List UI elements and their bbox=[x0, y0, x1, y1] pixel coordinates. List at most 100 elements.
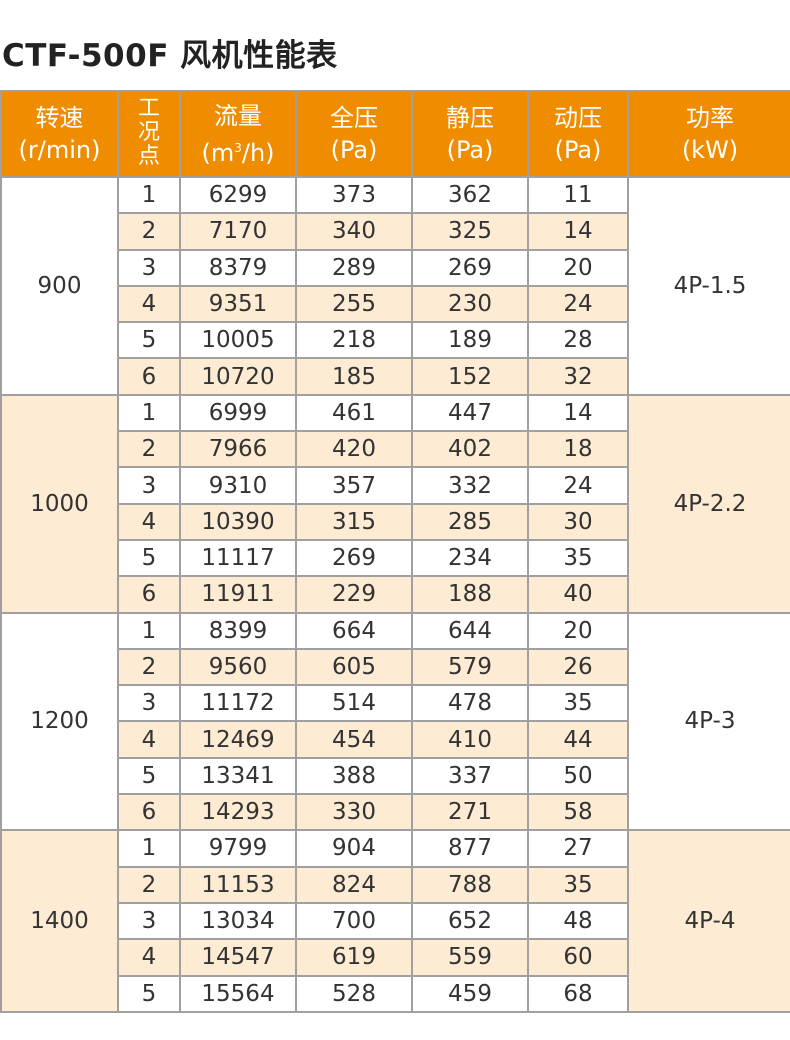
column-header: 功率 (kW) bbox=[627, 90, 790, 178]
column-header: 全压 (Pa) bbox=[295, 90, 413, 178]
static-pressure-cell: 447 bbox=[411, 393, 529, 433]
point-cell: 3 bbox=[117, 901, 181, 941]
dynamic-pressure-cell: 44 bbox=[527, 720, 629, 759]
header-label: 静压 bbox=[446, 104, 494, 132]
dynamic-pressure-cell: 18 bbox=[527, 430, 629, 469]
dynamic-pressure-cell: 30 bbox=[527, 502, 629, 541]
static-pressure-cell: 402 bbox=[411, 430, 529, 469]
power-cell: 4P-4 bbox=[627, 829, 790, 1013]
fan-performance-table: 转速 (r/min) 工况点 流量 (m3/h) 全压 (Pa) 静压 (Pa) 动压 (Pa) 功率… bbox=[0, 90, 790, 1013]
static-pressure-cell: 188 bbox=[411, 575, 529, 614]
point-cell: 5 bbox=[117, 756, 181, 796]
speed-cell: 1000 bbox=[0, 393, 119, 614]
total-pressure-cell: 664 bbox=[295, 611, 413, 650]
dynamic-pressure-cell: 35 bbox=[527, 684, 629, 723]
total-pressure-cell: 700 bbox=[295, 901, 413, 941]
point-cell: 4 bbox=[117, 502, 181, 541]
table-row: 2 7170 340 325 14 bbox=[1, 212, 790, 251]
total-pressure-cell: 255 bbox=[295, 284, 413, 324]
table-row: 4 10390 315 285 30 bbox=[1, 502, 790, 541]
dynamic-pressure-cell: 24 bbox=[527, 466, 629, 505]
point-cell: 4 bbox=[117, 938, 181, 977]
header-unit: (Pa) bbox=[554, 136, 602, 164]
header-label: 转速 bbox=[35, 104, 84, 132]
static-pressure-cell: 788 bbox=[411, 865, 529, 904]
dynamic-pressure-cell: 32 bbox=[527, 357, 629, 396]
table-row: 6 14293 330 271 58 bbox=[1, 793, 790, 832]
table-row: 900 1 6299 373 362 11 4P-1.5 bbox=[0, 175, 790, 396]
speed-cell: 1200 bbox=[0, 611, 119, 832]
point-cell: 4 bbox=[117, 284, 181, 324]
total-pressure-cell: 420 bbox=[295, 430, 413, 469]
header-unit: (r/min) bbox=[18, 136, 101, 164]
dynamic-pressure-cell: 35 bbox=[527, 865, 629, 904]
static-pressure-cell: 459 bbox=[411, 974, 529, 1013]
static-pressure-cell: 579 bbox=[411, 647, 529, 687]
table-row: 2 7966 420 402 18 bbox=[1, 430, 790, 469]
point-cell: 1 bbox=[117, 393, 181, 433]
table-row: 2 11153 824 788 35 bbox=[1, 865, 790, 904]
flow-cell: 14547 bbox=[179, 938, 297, 977]
total-pressure-cell: 619 bbox=[295, 938, 413, 977]
point-cell: 1 bbox=[117, 829, 181, 868]
flow-cell: 8399 bbox=[179, 611, 297, 650]
flow-cell: 14293 bbox=[179, 793, 297, 832]
header-unit: (Pa) bbox=[446, 136, 494, 164]
flow-cell: 11153 bbox=[179, 865, 297, 904]
flow-cell: 10720 bbox=[179, 357, 297, 396]
table-header-row: 转速 (r/min) 工况点 流量 (m3/h) 全压 (Pa) 静压 (Pa) 动压 (Pa) 功率… bbox=[0, 90, 790, 178]
flow-cell: 10005 bbox=[179, 321, 297, 360]
table-row: 1400 1 9799 904 877 27 4P-4 bbox=[0, 829, 790, 1013]
dynamic-pressure-cell: 14 bbox=[527, 212, 629, 251]
total-pressure-cell: 185 bbox=[295, 357, 413, 396]
header-label: 功率 bbox=[686, 104, 734, 132]
total-pressure-cell: 904 bbox=[295, 829, 413, 868]
table-row: 3 9310 357 332 24 bbox=[1, 466, 790, 505]
dynamic-pressure-cell: 48 bbox=[527, 901, 629, 941]
speed-cell: 900 bbox=[0, 176, 119, 396]
static-pressure-cell: 877 bbox=[411, 829, 529, 868]
flow-cell: 7966 bbox=[179, 430, 297, 469]
static-pressure-cell: 362 bbox=[411, 175, 529, 215]
flow-cell: 11911 bbox=[179, 575, 297, 614]
flow-cell: 9310 bbox=[179, 466, 297, 505]
total-pressure-cell: 330 bbox=[295, 793, 413, 832]
total-pressure-cell: 357 bbox=[295, 466, 413, 505]
total-pressure-cell: 514 bbox=[295, 684, 413, 723]
flow-cell: 13034 bbox=[179, 901, 297, 941]
dynamic-pressure-cell: 60 bbox=[527, 938, 629, 977]
column-header: 动压 (Pa) bbox=[527, 90, 629, 178]
static-pressure-cell: 559 bbox=[411, 938, 529, 977]
point-cell: 3 bbox=[117, 248, 181, 287]
page-title: CTF-500F 风机性能表 bbox=[2, 38, 338, 74]
header-unit: (m3/h) bbox=[201, 138, 275, 167]
flow-cell: 9351 bbox=[179, 284, 297, 324]
total-pressure-cell: 528 bbox=[295, 974, 413, 1013]
point-cell: 1 bbox=[117, 175, 181, 215]
static-pressure-cell: 337 bbox=[411, 756, 529, 796]
dynamic-pressure-cell: 20 bbox=[527, 611, 629, 650]
table-row: 6 10720 185 152 32 bbox=[1, 357, 790, 396]
table-row: 3 11172 514 478 35 bbox=[1, 684, 790, 723]
table-row: 6 11911 229 188 40 bbox=[1, 575, 790, 614]
static-pressure-cell: 325 bbox=[411, 212, 529, 251]
flow-cell: 9799 bbox=[179, 829, 297, 868]
total-pressure-cell: 340 bbox=[295, 212, 413, 251]
dynamic-pressure-cell: 26 bbox=[527, 647, 629, 687]
column-header: 静压 (Pa) bbox=[411, 90, 529, 178]
static-pressure-cell: 234 bbox=[411, 538, 529, 578]
table-row: 2 9560 605 579 26 bbox=[1, 647, 790, 687]
flow-cell: 7170 bbox=[179, 212, 297, 251]
static-pressure-cell: 230 bbox=[411, 284, 529, 324]
table-row: 5 15564 528 459 68 bbox=[1, 974, 790, 1013]
dynamic-pressure-cell: 28 bbox=[527, 321, 629, 360]
total-pressure-cell: 229 bbox=[295, 575, 413, 614]
table-row: 3 8379 289 269 20 bbox=[1, 248, 790, 287]
point-cell: 3 bbox=[117, 684, 181, 723]
flow-cell: 11117 bbox=[179, 538, 297, 578]
table-row: 4 14547 619 559 60 bbox=[1, 938, 790, 977]
header-unit: (kW) bbox=[681, 136, 739, 164]
table-row: 4 9351 255 230 24 bbox=[1, 284, 790, 324]
header-label: 全压 bbox=[330, 104, 378, 132]
total-pressure-cell: 289 bbox=[295, 248, 413, 287]
